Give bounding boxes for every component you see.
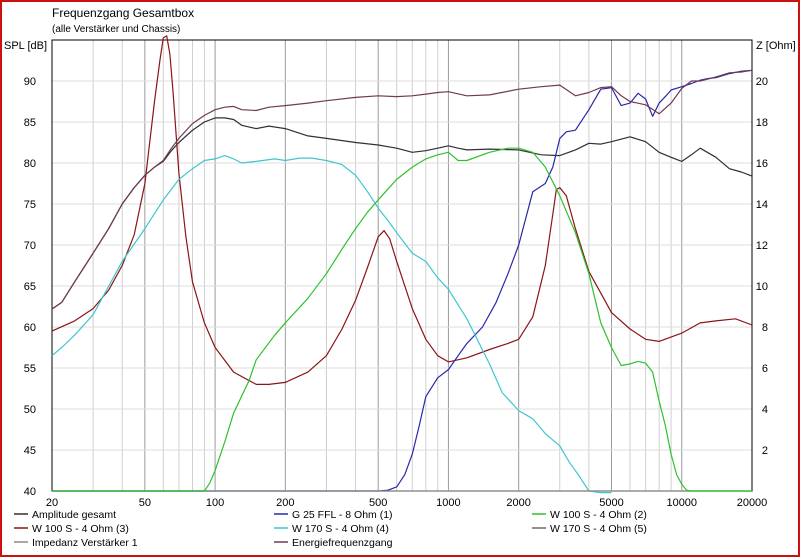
y-right-tick-label: 2 <box>762 445 768 457</box>
legend-label: Energiefrequenzgang <box>292 537 393 549</box>
x-tick-label: 50 <box>139 497 151 509</box>
x-tick-label: 2000 <box>506 497 530 509</box>
y-left-tick-label: 55 <box>24 363 36 375</box>
y-left-tick-label: 70 <box>24 240 36 252</box>
y-left-tick-label: 85 <box>24 117 36 129</box>
y-right-tick-label: 16 <box>756 158 768 170</box>
series-line-w-100-s-4-ohm-3 <box>51 35 753 385</box>
legend-label: W 170 S - 4 Ohm (4) <box>292 523 389 535</box>
y-right-axis-ticks: 2 4 6 8 10 12 14 16 18 20 <box>756 76 768 457</box>
x-tick-label: 200 <box>276 497 294 509</box>
legend: Amplitude gesamt G 25 FFL - 8 Ohm (1) W 10… <box>14 509 647 549</box>
series-lines <box>51 35 753 494</box>
x-tick-label: 10000 <box>666 497 697 509</box>
legend-label: W 100 S - 4 Ohm (2) <box>550 509 647 521</box>
legend-label: W 170 S - 4 Ohm (5) <box>550 523 647 535</box>
y-right-tick-label: 4 <box>762 404 768 416</box>
y-left-tick-label: 40 <box>24 486 36 498</box>
y-left-tick-label: 75 <box>24 199 36 211</box>
y-right-tick-label: 18 <box>756 117 768 129</box>
y-left-tick-label: 80 <box>24 158 36 170</box>
y-left-axis-label: SPL [dB] <box>4 40 47 52</box>
y-left-tick-label: 90 <box>24 76 36 88</box>
series-line-energiefrequenzgang <box>51 69 753 310</box>
series-line-g-25-ffl-8-ohm-1 <box>52 69 753 492</box>
series-line-w-170-s-4-ohm-4 <box>51 155 612 494</box>
x-tick-label: 1000 <box>436 497 460 509</box>
y-right-axis-label: Z [Ohm] <box>756 40 796 52</box>
x-tick-label: 500 <box>369 497 387 509</box>
x-tick-label: 5000 <box>599 497 623 509</box>
legend-label: G 25 FFL - 8 Ohm (1) <box>292 509 393 521</box>
y-left-tick-label: 60 <box>24 322 36 334</box>
x-tick-label: 20 <box>46 497 58 509</box>
chart-subtitle: (alle Verstärker und Chassis) <box>52 24 180 35</box>
x-tick-label: 100 <box>206 497 224 509</box>
y-left-axis-ticks: 40 45 50 55 60 65 70 75 80 85 90 <box>24 76 36 498</box>
series-line-w-100-s-4-ohm-2 <box>52 147 752 492</box>
y-right-tick-label: 6 <box>762 363 768 375</box>
grid-lines <box>52 40 752 491</box>
legend-label: Impedanz Verstärker 1 <box>32 537 138 549</box>
y-left-tick-label: 45 <box>24 445 36 457</box>
y-right-tick-label: 10 <box>756 281 768 293</box>
chart-title: Frequenzgang Gesamtbox <box>52 6 194 20</box>
y-left-tick-label: 65 <box>24 281 36 293</box>
legend-label: Amplitude gesamt <box>32 509 116 521</box>
y-right-tick-label: 8 <box>762 322 768 334</box>
y-right-tick-label: 14 <box>756 199 768 211</box>
legend-label: W 100 S - 4 Ohm (3) <box>32 523 129 535</box>
x-tick-label: 20000 <box>737 497 768 509</box>
x-axis-ticks: 20 50 100 200 500 1000 2000 5000 10000 20000 <box>46 497 767 509</box>
y-left-tick-label: 50 <box>24 404 36 416</box>
plot-area-border <box>51 39 753 492</box>
y-right-tick-label: 12 <box>756 240 768 252</box>
y-right-tick-label: 20 <box>756 76 768 88</box>
series-line-amplitude-gesamt <box>51 117 753 310</box>
